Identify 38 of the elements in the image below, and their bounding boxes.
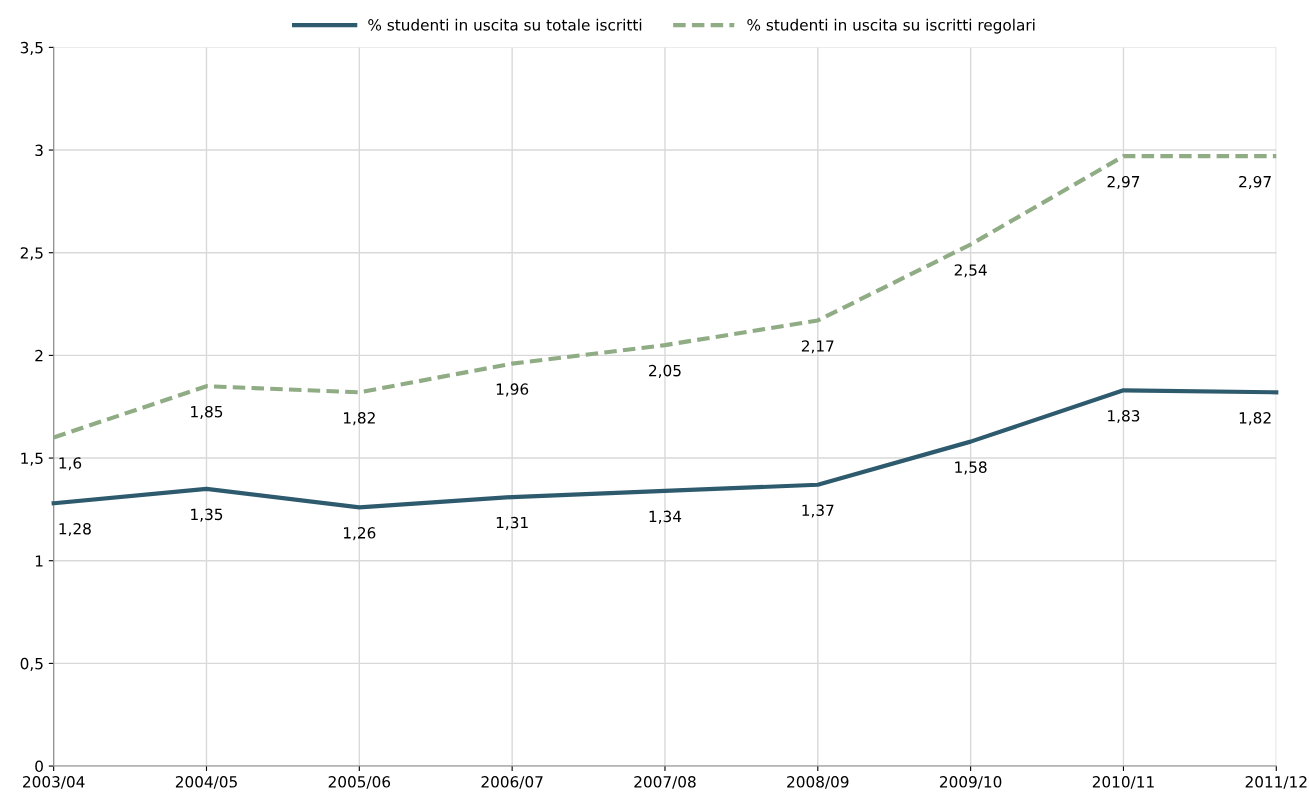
x-tick-label: 2007/08 (634, 776, 696, 789)
y-tick-label: 1 (35, 555, 43, 567)
line-series (51, 154, 1279, 440)
data-label: 2,05 (649, 364, 681, 378)
x-tick-label: 2005/06 (328, 776, 391, 789)
data-label: 2,97 (1107, 175, 1140, 190)
data-label: 1,28 (59, 522, 91, 537)
data-label: 1,96 (496, 383, 529, 397)
data-label: 1,34 (649, 510, 682, 524)
y-tick-label: 3,5 (20, 41, 43, 55)
y-tick-label: 0,5 (20, 657, 43, 671)
data-label: 1,83 (1108, 410, 1140, 424)
y-tick-label: 0 (35, 760, 43, 773)
x-tick-label: 2008/09 (787, 776, 849, 789)
legend-label: % studenti in uscita su totale iscritti (368, 18, 642, 31)
data-label: 1,82 (343, 412, 375, 426)
y-tick-label: 2,5 (20, 247, 43, 261)
x-tick-label: 2011/12 (1245, 776, 1307, 789)
data-label: 1,26 (343, 527, 376, 541)
data-label: 1,37 (802, 504, 834, 518)
data-label: 2,17 (801, 340, 834, 354)
x-tick-label: 2004/05 (175, 776, 237, 789)
data-label: 2,54 (954, 264, 987, 278)
data-label: 1,82 (1239, 412, 1271, 426)
x-tick-label: 2010/11 (1092, 776, 1154, 789)
data-label: 2,97 (1239, 175, 1271, 190)
x-tick-label: 2003/04 (23, 776, 85, 789)
y-tick-label: 1,5 (21, 452, 43, 466)
data-label: 1,35 (191, 508, 223, 522)
y-tick-label: 2 (35, 349, 43, 362)
x-tick-label: 2006/07 (481, 776, 543, 789)
data-label: 1,58 (955, 461, 987, 475)
data-label: 1,31 (496, 516, 528, 530)
y-tick-label: 3 (35, 144, 43, 157)
x-tick-label: 2009/10 (940, 776, 1002, 789)
legend-label: % studenti in uscita su iscritti regolari (747, 18, 1035, 34)
data-label: 1,85 (191, 405, 223, 420)
data-label: 1,6 (59, 457, 82, 471)
